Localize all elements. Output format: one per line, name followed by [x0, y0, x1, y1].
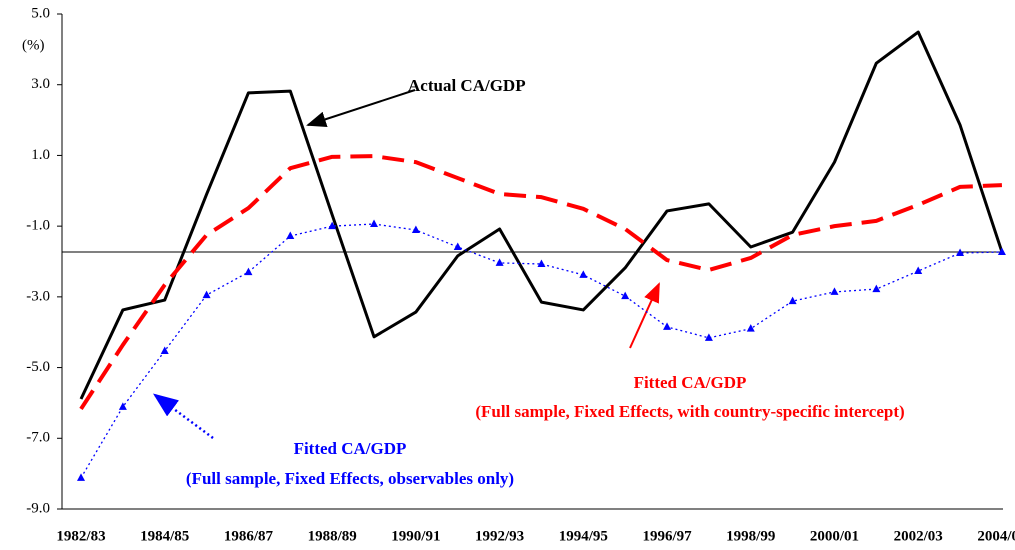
point: [328, 221, 337, 230]
point: [537, 259, 546, 267]
x-tick-label: 2004/05: [977, 528, 1015, 544]
point: [956, 248, 965, 257]
point: [746, 324, 755, 332]
y-tick-label: -1.0: [26, 218, 50, 234]
x-tick-label: 1998/99: [726, 528, 775, 544]
y-tick-label: 3.0: [31, 76, 50, 92]
annotation: (Full sample, Fixed Effects, with countr…: [475, 402, 904, 421]
x-tick-label: 1994/95: [559, 528, 608, 544]
point: [621, 291, 630, 300]
x-tick-label: 1990/91: [391, 528, 440, 544]
y-unit: (%): [22, 37, 45, 53]
point: [495, 258, 504, 266]
x-tick-label: 2002/03: [894, 528, 943, 544]
y-tick-label: -7.0: [26, 430, 50, 446]
y-tick-label: 5.0: [31, 5, 50, 21]
x-tick-label: 1992/93: [475, 528, 524, 544]
point: [370, 219, 379, 228]
x-tick-label: 1982/83: [56, 528, 105, 544]
point: [118, 402, 127, 410]
point: [286, 231, 295, 240]
x-tick-label: 2000/01: [810, 528, 859, 544]
y-tick-label: -5.0: [26, 359, 50, 375]
point: [663, 322, 672, 330]
annotation: (Full sample, Fixed Effects, observables…: [186, 469, 514, 488]
point: [77, 473, 85, 481]
arrow: [306, 89, 416, 128]
point: [914, 266, 923, 275]
point: [704, 333, 713, 341]
point: [830, 287, 839, 295]
x-tick-label: 1984/85: [140, 528, 189, 544]
y-tick-label: -9.0: [26, 500, 50, 516]
annotation: Actual CA/GDP: [408, 76, 526, 95]
x-tick-label: 1986/87: [224, 528, 274, 544]
point: [160, 346, 169, 354]
point: [453, 242, 462, 251]
y-tick-label: 1.0: [31, 147, 50, 163]
point: [997, 247, 1006, 255]
y-tick-label: -3.0: [26, 288, 50, 304]
point: [244, 267, 253, 276]
point: [202, 290, 211, 299]
point: [788, 296, 797, 305]
series-line: [79, 30, 1004, 400]
arrow: [629, 282, 660, 349]
arrow: [152, 393, 214, 440]
x-tick-label: 1996/97: [642, 528, 692, 544]
point: [579, 270, 588, 278]
annotation: Fitted CA/GDP: [634, 373, 747, 392]
annotation: Fitted CA/GDP: [294, 439, 407, 458]
point: [872, 284, 881, 293]
point: [411, 225, 420, 234]
series-line: [79, 154, 1003, 411]
x-tick-label: 1988/89: [308, 528, 357, 544]
